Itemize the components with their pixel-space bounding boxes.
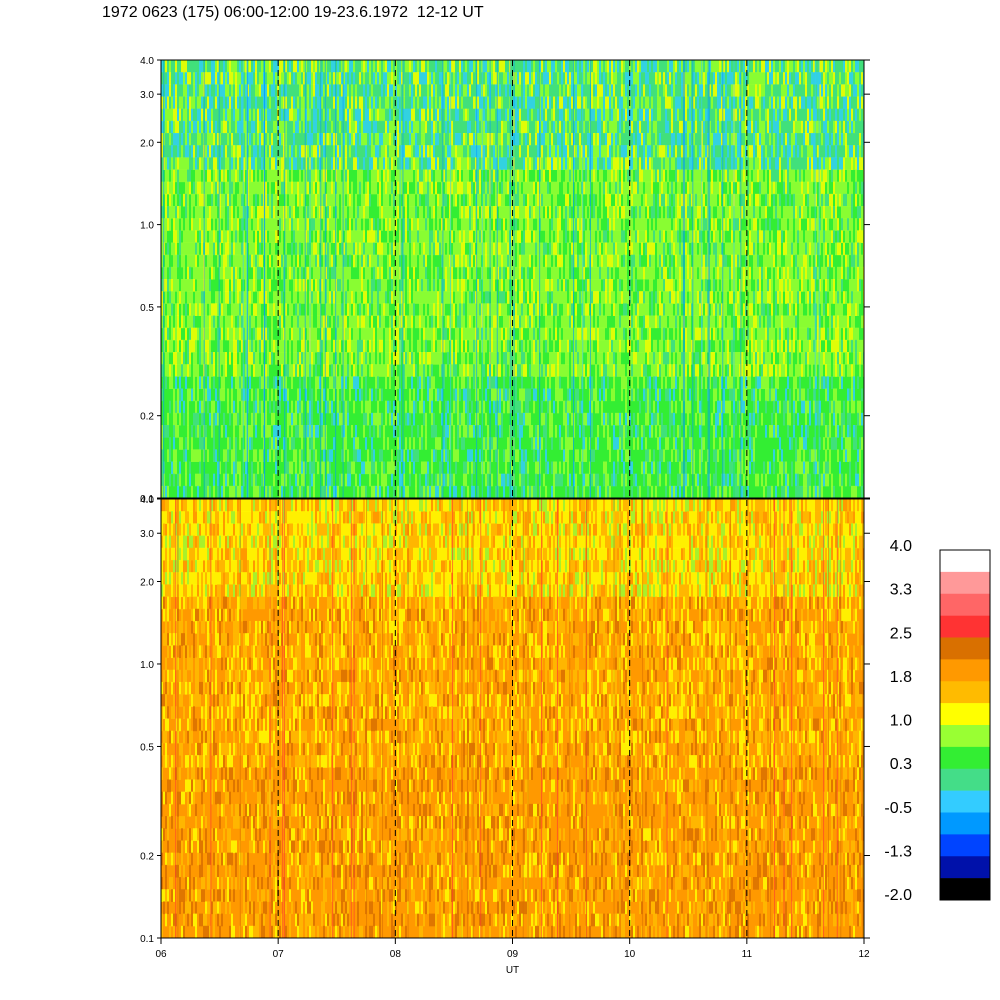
- colorbar-label: 4.0: [890, 538, 912, 555]
- colorbar-swatch: [940, 550, 990, 573]
- x-tick-label: 06: [155, 949, 167, 960]
- colorbar-label: -1.3: [884, 843, 912, 860]
- y-tick-label: 0.2: [140, 852, 154, 863]
- y-tick-label: 2.0: [140, 138, 154, 149]
- colorbar: 4.0 3.3 2.5 1.8 1.0 0.3 -0.5 -1.3 -2.0: [884, 538, 991, 904]
- colorbar-label: 1.0: [890, 713, 912, 730]
- colorbar-swatch: [940, 746, 990, 770]
- y-tick-label: 0.1: [140, 494, 154, 505]
- y-tick-label: 0.1: [140, 934, 154, 945]
- colorbar-swatch: [940, 637, 990, 660]
- x-axis-label: UT: [506, 965, 519, 976]
- y-tick-label: 3.0: [140, 90, 154, 101]
- colorbar-swatch: [940, 856, 990, 879]
- colorbar-swatch: [940, 878, 990, 901]
- colorbar-swatch: [940, 615, 990, 638]
- y-tick-label: 2.0: [140, 577, 154, 588]
- colorbar-swatch: [940, 812, 990, 835]
- y-tick-label: 1.0: [140, 221, 154, 232]
- x-tick-label: 08: [390, 949, 402, 960]
- y-tick-label: 4.0: [140, 495, 154, 506]
- colorbar-label: 1.8: [890, 669, 912, 686]
- y-tick-label: 0.2: [140, 412, 154, 423]
- colorbar-swatch: [940, 768, 990, 791]
- y-tick-label: 0.5: [140, 742, 154, 753]
- colorbar-label: 2.5: [890, 625, 912, 642]
- colorbar-swatch: [940, 659, 990, 682]
- colorbar-swatch: [940, 593, 990, 616]
- colorbar-label: -2.0: [884, 887, 912, 904]
- colorbar-swatch: [940, 703, 990, 726]
- x-tick-label: 09: [507, 949, 519, 960]
- colorbar-swatch: [940, 571, 990, 595]
- y-tick-label: 1.0: [140, 660, 154, 671]
- chart-title: 1972 0623 (175) 06:00-12:00 19-23.6.1972…: [102, 4, 484, 21]
- colorbar-swatch: [940, 681, 990, 704]
- y-tick-label: 3.0: [140, 529, 154, 540]
- x-tick-label: 10: [624, 949, 636, 960]
- x-tick-label: 12: [858, 949, 870, 960]
- x-tick-label: 11: [742, 949, 753, 960]
- colorbar-frame: [939, 549, 991, 901]
- colorbar-swatch: [940, 834, 990, 857]
- colorbar-label: -0.5: [884, 800, 912, 817]
- colorbar-label: 3.3: [890, 582, 912, 599]
- y-tick-label: 0.5: [140, 303, 154, 314]
- colorbar-swatch: [940, 725, 990, 748]
- colorbar-swatch: [940, 790, 990, 813]
- colorbar-label: 0.3: [890, 756, 912, 773]
- y-tick-label: 4.0: [140, 56, 154, 67]
- x-tick-label: 07: [273, 949, 285, 960]
